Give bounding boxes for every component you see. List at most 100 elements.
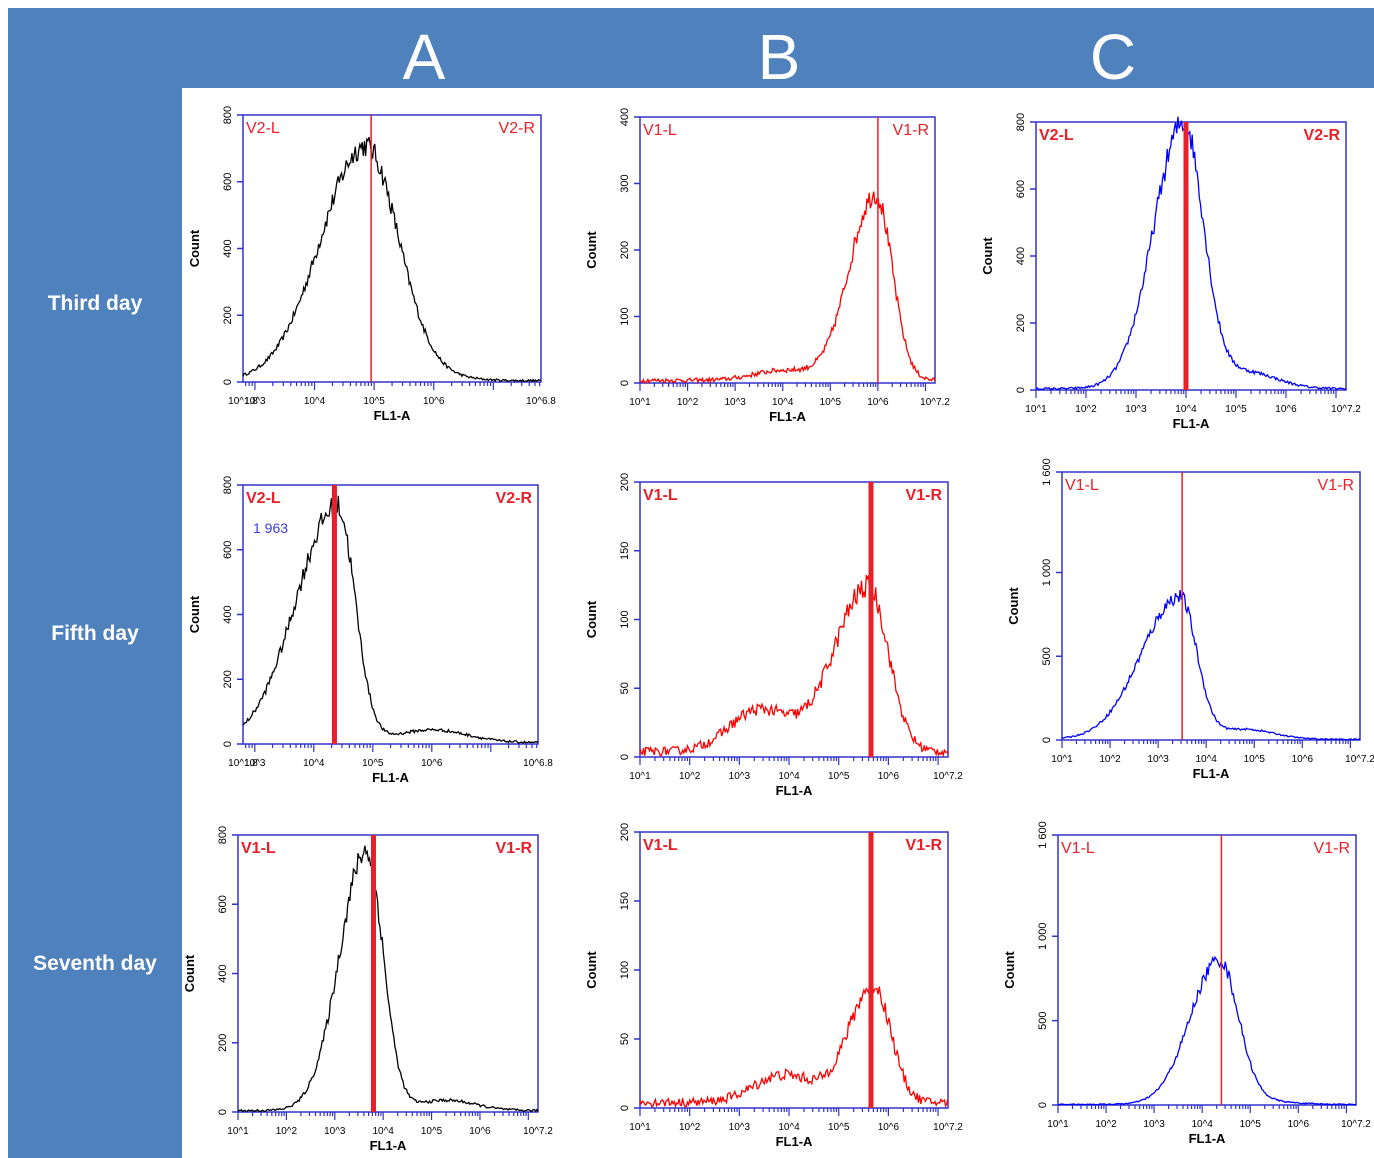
gate-label-left: V1-L <box>643 487 678 504</box>
x-tick-label: 10^4 <box>1191 1119 1213 1130</box>
y-tick-label: 500 <box>1041 647 1053 665</box>
y-tick-label: 600 <box>222 541 234 559</box>
y-tick-label: 400 <box>619 108 631 126</box>
histogram-line <box>639 575 949 758</box>
x-tick-label: 10^5 <box>362 758 384 769</box>
x-tick-label: 10^7.2 <box>933 771 963 782</box>
panel-background <box>182 805 975 1158</box>
histogram-panel-c-fifth: 0 500 1 000 1 600 Count 10^1 10^2 10^3 10^4 10^5 1… <box>1006 458 1374 781</box>
x-axis-label: FL1-A <box>769 409 806 424</box>
x-tick-label: 10^6 <box>878 771 900 782</box>
x-tick-label: 10^7.2 <box>523 1126 553 1137</box>
histogram-panel-b-seventh: 0 50 100 150 200 Count 10^1 10^2 10^3 10^4 10^5 10^… <box>584 823 963 1149</box>
gate-label-right: V2-R <box>1304 127 1341 144</box>
y-tick-label: 400 <box>222 605 234 623</box>
row-label-seventh-day: Seventh day <box>33 952 157 975</box>
x-tick-label: 10^3 <box>244 396 266 407</box>
y-tick-label: 200 <box>217 1034 229 1052</box>
x-tick-label: 10^5 <box>1240 1119 1262 1130</box>
y-tick-label: 1 000 <box>1037 922 1049 950</box>
gate-label-left: V2-L <box>246 490 281 507</box>
y-tick-label: 0 <box>1037 1102 1049 1108</box>
x-axis-label: FL1-A <box>372 770 409 785</box>
histogram-panel-a-third: 0 200 400 600 800 Count 10^1.810^3 10^4 10^5 10^6… <box>187 106 556 423</box>
x-tick-label: 10^3 <box>1125 404 1147 415</box>
y-tick-label: 0 <box>619 380 631 386</box>
gate-label-right: V2-R <box>499 120 535 137</box>
x-tick-label: 10^5 <box>828 1122 850 1133</box>
x-tick-label: 10^1 <box>1047 1119 1069 1130</box>
panel-background <box>992 808 1374 1158</box>
y-tick-label: 400 <box>222 239 234 257</box>
x-tick-label: 10^6 <box>1292 754 1314 765</box>
x-tick-label: 10^7.2 <box>1345 754 1374 765</box>
x-tick-label: 10^1.8 <box>228 396 258 407</box>
y-tick-label: 1 000 <box>1041 559 1053 587</box>
y-tick-label: 400 <box>217 964 229 982</box>
x-tick-label: 10^3 <box>1147 754 1169 765</box>
y-tick-label: 0 <box>222 741 234 747</box>
x-tick-label: 10^5 <box>1244 754 1266 765</box>
y-tick-label: 800 <box>1015 113 1027 131</box>
histogram-line <box>242 495 539 744</box>
y-tick-label: 500 <box>1037 1011 1049 1029</box>
x-tick-label: 10^6 <box>867 397 889 408</box>
y-tick-label: 100 <box>619 307 631 325</box>
histogram-line <box>639 191 936 385</box>
y-tick-label: 200 <box>619 823 631 841</box>
x-tick-label: 10^7.2 <box>920 397 950 408</box>
histogram-line <box>242 136 541 383</box>
column-header-bar: A B C <box>8 8 1374 92</box>
gate-label-right: V1-R <box>906 837 943 854</box>
x-tick-label: 10^4 <box>778 771 800 782</box>
y-tick-label: 0 <box>1041 737 1053 743</box>
column-label-a: A <box>402 21 446 93</box>
y-tick-label: 600 <box>1015 180 1027 198</box>
histogram-line <box>1061 590 1361 741</box>
y-tick-label: 0 <box>619 754 631 760</box>
gate-label-right: V1-R <box>893 122 929 139</box>
y-tick-label: 100 <box>619 961 631 979</box>
panel-background <box>992 440 1374 808</box>
y-tick-label: 600 <box>222 173 234 191</box>
x-axis-label: FL1-A <box>370 1138 407 1153</box>
histogram-panel-c-third: 0 200 400 600 800 Count 10^1 10^2 10^3 10^4 10^5 10… <box>980 113 1361 431</box>
x-tick-label: 10^4 <box>1195 754 1217 765</box>
y-axis-label: Count <box>980 237 995 275</box>
x-tick-label: 10^6 <box>878 1122 900 1133</box>
x-tick-label: 10^3 <box>729 1122 751 1133</box>
y-axis-label: Count <box>187 595 202 633</box>
y-tick-label: 50 <box>619 1033 631 1045</box>
x-tick-label: 10^2 <box>679 1122 701 1133</box>
x-tick-label: 10^1 <box>1025 404 1047 415</box>
histogram-panel-a-fifth: 0 200 400 600 800 Count 10^1.810^3 10^4 10^5 10^6… <box>187 476 553 785</box>
row-label-fifth-day: Fifth day <box>51 622 139 645</box>
gate-label-left: V1-L <box>643 122 677 139</box>
x-tick-label: 10^3 <box>729 771 751 782</box>
y-axis-label: Count <box>584 951 599 989</box>
gate-label-left: V2-L <box>1039 127 1074 144</box>
x-tick-label: 10^6 <box>1288 1119 1310 1130</box>
x-tick-label: 10^2 <box>1095 1119 1117 1130</box>
y-tick-label: 0 <box>1015 387 1027 393</box>
x-axis-label: FL1-A <box>776 1134 813 1149</box>
gate-label-left: V1-L <box>643 837 678 854</box>
x-tick-label: 10^1.8 <box>228 758 258 769</box>
x-tick-label: 10^3 <box>324 1126 346 1137</box>
gate-label-left: V2-L <box>246 120 280 137</box>
x-axis-label: FL1-A <box>1193 766 1230 781</box>
y-tick-label: 50 <box>619 682 631 694</box>
x-tick-label: 10^6.8 <box>523 758 553 769</box>
x-axis-label: FL1-A <box>1189 1131 1226 1146</box>
x-tick-label: 10^5 <box>363 396 385 407</box>
gate-label-right: V1-R <box>906 487 943 504</box>
x-tick-label: 10^6 <box>1275 404 1297 415</box>
x-tick-label: 10^3 <box>724 397 746 408</box>
gate-label-right: V2-R <box>496 490 533 507</box>
panel-background <box>182 88 975 456</box>
y-tick-label: 300 <box>619 174 631 192</box>
plot-frame <box>1061 471 1361 741</box>
x-tick-label: 10^4 <box>304 396 326 407</box>
